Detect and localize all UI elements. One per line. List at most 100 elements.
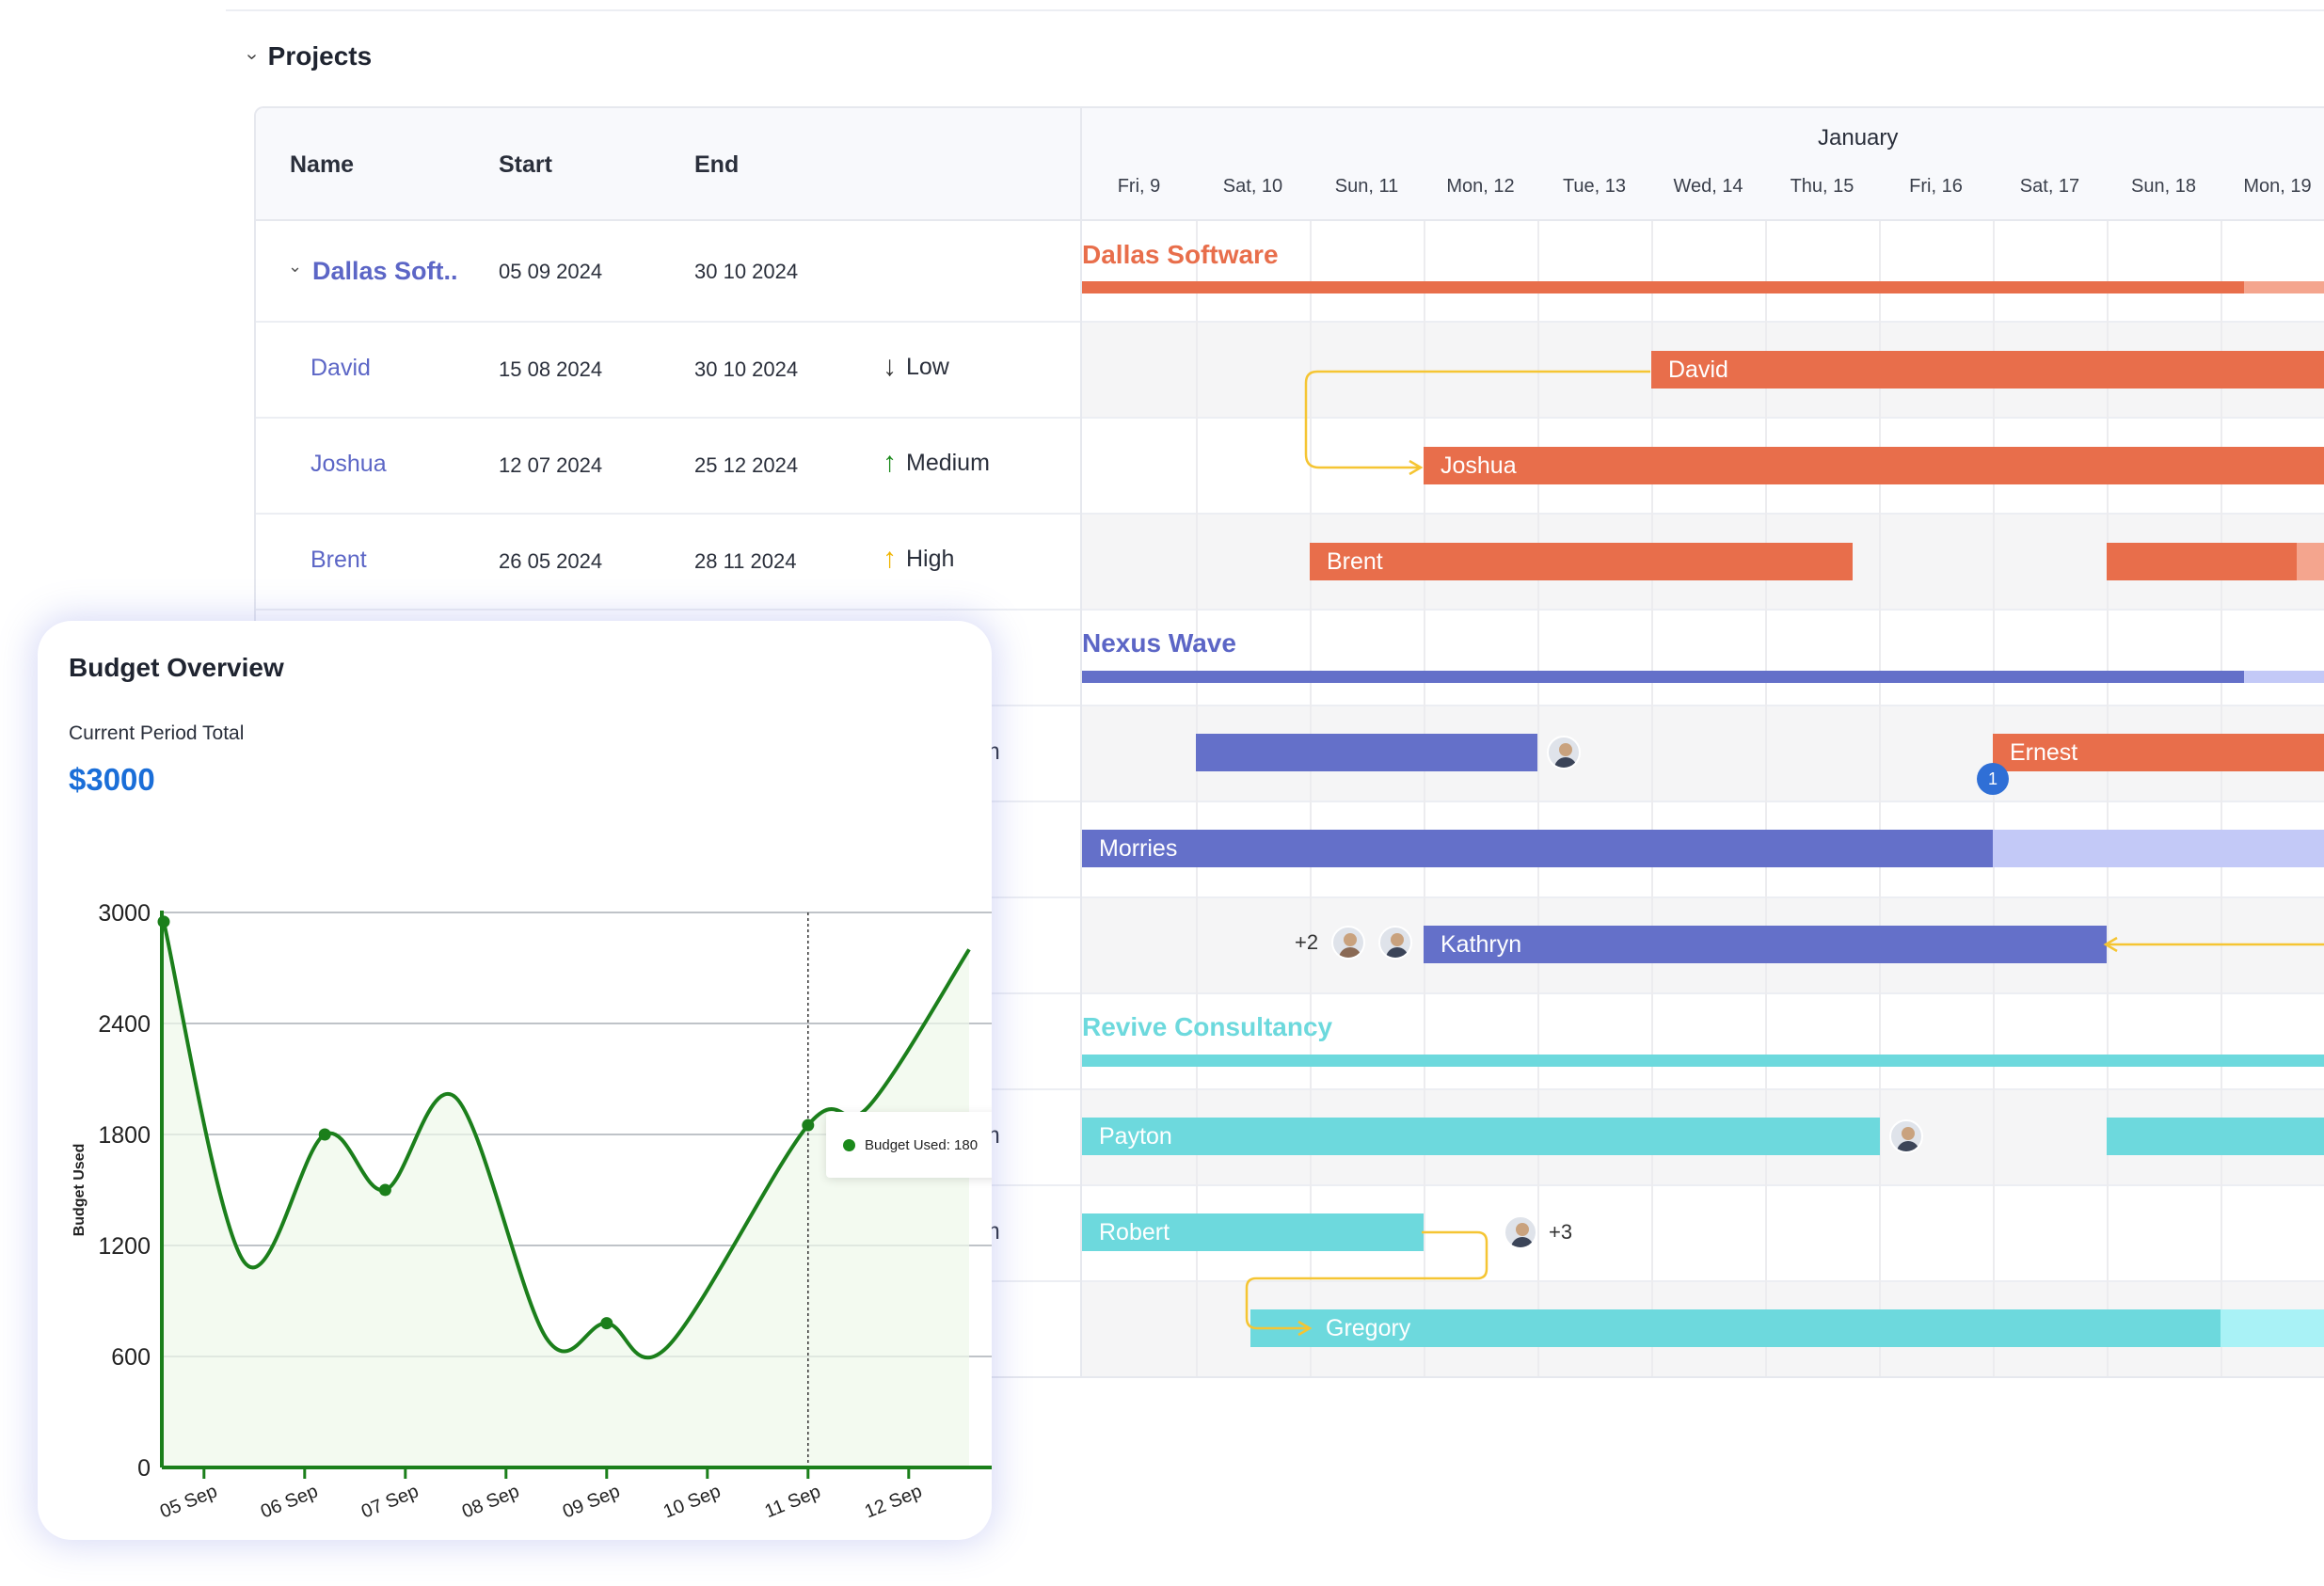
- group-label-nexus[interactable]: Nexus Wave: [1082, 628, 1236, 658]
- day-gridline: [1310, 221, 1312, 1376]
- avatar[interactable]: [1378, 926, 1412, 960]
- arrow-down-icon: ↓: [883, 351, 897, 382]
- task-bar-kathryn[interactable]: Kathryn: [1424, 926, 2107, 963]
- chart-tooltip: Budget Used: 180: [826, 1112, 992, 1178]
- x-tick-label: 11 Sep: [762, 1482, 824, 1523]
- y-tick-label: 0: [137, 1455, 151, 1482]
- day-gridline: [1879, 221, 1881, 1376]
- gantt-grid: Name Start End January Fri, 9 Sat, 10 Su…: [254, 106, 2324, 1378]
- grid-splitter[interactable]: [1080, 108, 1082, 1376]
- data-point: [318, 1128, 331, 1141]
- budget-overview-card: Budget Overview Current Period Total $30…: [38, 621, 992, 1540]
- table-row[interactable]: Joshua 12 07 2024 25 12 2024 ↑ Medium: [256, 419, 2324, 515]
- x-tick-label: 09 Sep: [560, 1481, 623, 1522]
- x-tick-label: 05 Sep: [157, 1481, 220, 1522]
- task-bar-morries-remaining: [1993, 830, 2324, 867]
- group-name[interactable]: Dallas Soft..: [312, 257, 458, 285]
- y-tick-label: 1800: [98, 1122, 151, 1149]
- resource-name[interactable]: Brent: [310, 547, 367, 573]
- legend-dot-icon: [843, 1138, 855, 1151]
- group-summary-bar-remaining: [2244, 281, 2324, 293]
- timeline-day: Sun, 18: [2131, 176, 2196, 197]
- avatar[interactable]: [1889, 1119, 1923, 1153]
- resource-name[interactable]: David: [310, 355, 371, 381]
- arrow-up-icon: ↑: [883, 543, 897, 574]
- table-row[interactable]: [256, 802, 2324, 898]
- table-row[interactable]: [256, 994, 2324, 1090]
- budget-line-chart[interactable]: 0 600 1200 1800 2400 3000 Budget Used 05 Sep 06 …: [38, 621, 992, 1540]
- task-bar-nexus-1[interactable]: [1196, 734, 1537, 771]
- avatar[interactable]: [1547, 736, 1581, 769]
- resource-name[interactable]: Joshua: [310, 451, 387, 477]
- day-gridline: [1424, 221, 1425, 1376]
- series-area: [164, 921, 969, 1467]
- end-date: 25 12 2024: [694, 453, 799, 477]
- priority-low: ↓ Low: [883, 351, 949, 382]
- group-label-revive[interactable]: Revive Consultancy: [1082, 1012, 1333, 1041]
- card-title: Budget Overview: [69, 653, 284, 682]
- group-summary-bar-remaining: [2244, 671, 2324, 683]
- column-header-start[interactable]: Start: [499, 151, 552, 178]
- avatar[interactable]: [1331, 926, 1365, 960]
- top-divider: [226, 9, 2324, 11]
- end-date: 30 10 2024: [694, 357, 799, 381]
- timeline-day: Mon, 12: [1446, 176, 1515, 197]
- task-bar-gregory-remaining: [2221, 1309, 2324, 1347]
- x-tick-label: 06 Sep: [258, 1481, 321, 1522]
- task-bar-brent-2[interactable]: [2107, 543, 2297, 580]
- task-bar-ernest[interactable]: Ernest: [1993, 734, 2324, 771]
- avatar[interactable]: [1504, 1215, 1537, 1249]
- timeline-month: January: [1818, 125, 1899, 151]
- timeline-day: Tue, 13: [1562, 176, 1627, 197]
- task-bar-payton[interactable]: Payton: [1082, 1118, 1880, 1155]
- table-row[interactable]: Brent 26 05 2024 28 11 2024 ↑ High: [256, 515, 2324, 611]
- task-bar-morries[interactable]: Morries: [1082, 830, 1993, 867]
- x-tick-label: 08 Sep: [459, 1481, 522, 1522]
- day-gridline: [1537, 221, 1539, 1376]
- x-tick-label: 12 Sep: [862, 1481, 925, 1522]
- day-gridline: [1765, 221, 1767, 1376]
- projects-section-header[interactable]: › Projects: [242, 41, 373, 71]
- table-row[interactable]: ⌄ Dallas Soft.. 05 09 2024 30 10 2024: [256, 221, 2324, 323]
- task-bar-gregory[interactable]: Gregory: [1250, 1309, 2221, 1347]
- timeline-day: Sat, 17: [2019, 176, 2080, 197]
- extra-assignees-count[interactable]: +2: [1295, 930, 1319, 954]
- task-bar-robert[interactable]: Robert: [1082, 1213, 1424, 1251]
- group-summary-bar[interactable]: [1082, 671, 2244, 683]
- start-date: 05 09 2024: [499, 260, 603, 283]
- task-bar-brent[interactable]: Brent: [1310, 543, 1853, 580]
- column-header-end[interactable]: End: [694, 151, 740, 178]
- task-bar-payton-2[interactable]: [2107, 1118, 2324, 1155]
- data-point: [802, 1118, 815, 1132]
- data-point: [378, 1183, 391, 1197]
- day-gridline: [1993, 221, 1995, 1376]
- group-summary-bar[interactable]: [1082, 281, 2244, 293]
- chevron-down-icon[interactable]: ›: [241, 53, 263, 60]
- start-date: 26 05 2024: [499, 549, 603, 573]
- task-bar-joshua[interactable]: Joshua: [1424, 447, 2324, 484]
- notification-badge[interactable]: 1: [1977, 763, 2009, 795]
- timeline-day: Sat, 10: [1222, 176, 1283, 197]
- task-bar-david[interactable]: David: [1651, 351, 2324, 389]
- day-gridline: [2221, 221, 2222, 1376]
- y-tick-label: 3000: [98, 900, 151, 927]
- day-gridline: [1196, 221, 1198, 1376]
- chevron-down-icon[interactable]: ⌄: [288, 257, 303, 276]
- day-gridline: [1651, 221, 1653, 1376]
- task-bar-brent-remaining: [2297, 543, 2324, 580]
- tooltip-text: Budget Used: 180: [865, 1136, 979, 1153]
- x-tick-label: 07 Sep: [358, 1481, 422, 1522]
- timeline-day: Fri, 16: [1909, 176, 1963, 197]
- section-title: Projects: [267, 41, 373, 71]
- priority-high: ↑ High: [883, 543, 955, 574]
- y-tick-label: 600: [111, 1344, 151, 1371]
- y-tick-label: 1200: [98, 1233, 151, 1260]
- extra-assignees-count[interactable]: +3: [1549, 1220, 1573, 1244]
- series-line: [162, 921, 971, 1360]
- group-label-dallas[interactable]: Dallas Software: [1082, 240, 1279, 269]
- grid-header: Name Start End January Fri, 9 Sat, 10 Su…: [256, 108, 2324, 221]
- column-header-name[interactable]: Name: [290, 151, 355, 178]
- table-row[interactable]: [256, 611, 2324, 706]
- group-summary-bar[interactable]: [1082, 1055, 2324, 1067]
- timeline-day: Thu, 15: [1790, 176, 1854, 197]
